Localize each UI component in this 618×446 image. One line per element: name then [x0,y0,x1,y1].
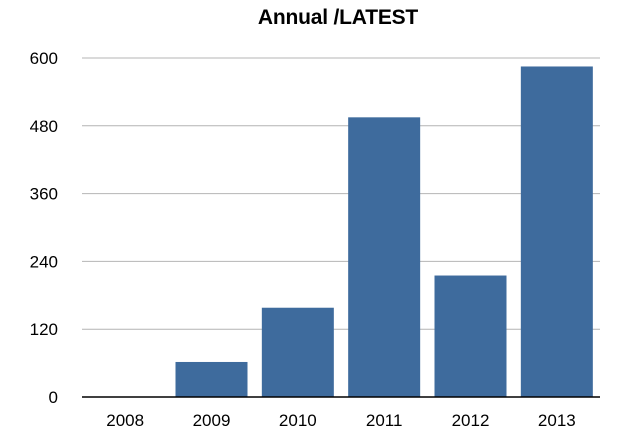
bar-2010 [261,307,334,397]
y-tick-600: 600 [30,49,58,68]
x-tick-labels: 2008 2009 2010 2011 2012 2013 [106,411,575,430]
x-tick-2011: 2011 [366,411,403,430]
bar-2009 [175,361,248,397]
bar-2011 [348,117,421,397]
x-tick-2013: 2013 [538,411,576,430]
y-tick-360: 360 [30,185,58,204]
chart-title: Annual /LATEST [257,6,419,29]
y-tick-240: 240 [30,252,58,271]
bar-2012 [434,275,507,397]
bars [175,66,593,397]
x-tick-2008: 2008 [106,411,144,430]
x-tick-2010: 2010 [279,411,317,430]
x-tick-2009: 2009 [193,411,231,430]
y-tick-labels: 0 120 240 360 480 600 [30,49,58,407]
y-tick-0: 0 [49,388,58,407]
bar-2013 [520,66,593,397]
y-tick-480: 480 [30,117,58,136]
x-tick-2012: 2012 [452,411,490,430]
y-tick-120: 120 [30,320,58,339]
grid-lines [82,57,600,330]
